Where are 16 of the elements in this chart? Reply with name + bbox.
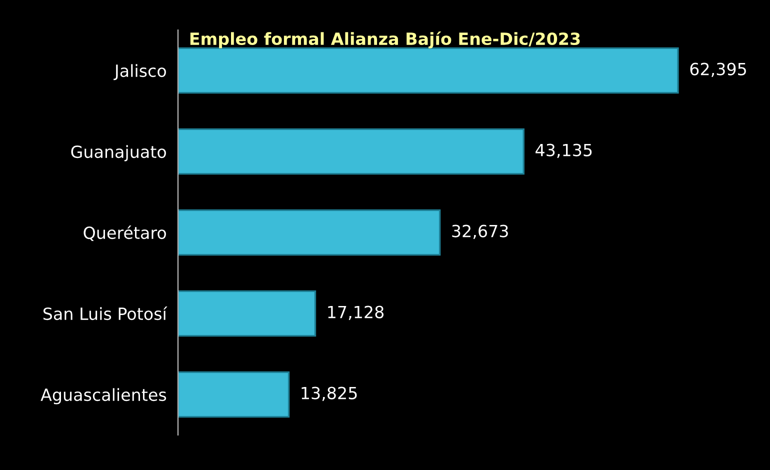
y-tick-label: San Luis Potosí (43, 306, 168, 320)
y-tick-label: Guanajuato (71, 145, 166, 162)
bar (178, 128, 524, 175)
y-tick-label: Querétaro (84, 226, 166, 241)
data-label: 62,395 (690, 62, 746, 78)
bar (178, 209, 441, 256)
y-tick-label: Jalisco (114, 64, 166, 80)
data-label: 13,825 (302, 386, 357, 402)
data-label: 43,135 (536, 144, 592, 158)
y-tick-label: Aguascalientes (40, 388, 166, 404)
chart-title: Empleo formal Alianza Bajío Ene-Dic/2023 (190, 31, 580, 48)
bar (178, 47, 679, 94)
bar (178, 371, 290, 418)
data-label: 17,128 (328, 306, 384, 320)
data-label: 32,673 (452, 224, 508, 240)
bar (178, 290, 316, 337)
